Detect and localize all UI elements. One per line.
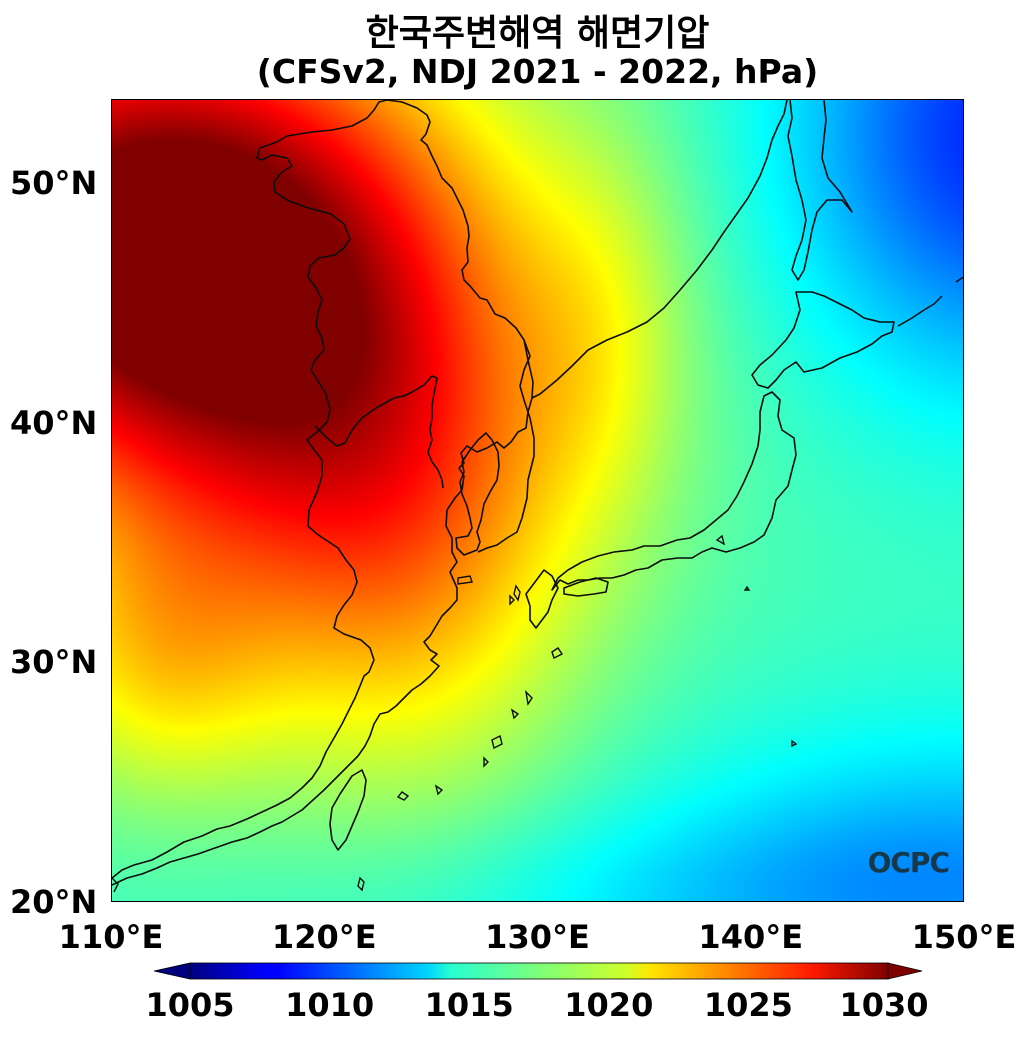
sakhalin-coastline <box>787 100 853 281</box>
lat-tick-label: 30°N <box>10 643 98 682</box>
pressure-field <box>112 100 963 901</box>
colorbar-high-extension <box>887 962 923 980</box>
colorbar <box>154 962 923 980</box>
coastlines <box>112 100 963 893</box>
taiwan-coastline <box>329 769 367 851</box>
kyushu-coastline <box>525 569 559 629</box>
liaodong-peninsula <box>314 375 444 489</box>
russia-coastline <box>531 100 788 399</box>
lon-tick-label: 140°E <box>698 918 804 956</box>
korea-coastline <box>455 432 500 556</box>
ocpc-logo: OCPC <box>867 846 950 879</box>
colorbar-low-extension <box>154 962 191 980</box>
kuril-islands <box>897 295 943 327</box>
mainland-coastline <box>112 100 534 886</box>
lon-tick-label: 120°E <box>271 918 377 956</box>
colorbar-tick-label: 1010 <box>285 986 375 1024</box>
colorbar-tick-label: 1005 <box>145 986 235 1024</box>
colorbar-tick-label: 1030 <box>839 986 929 1024</box>
shikoku-coastline <box>563 577 609 597</box>
lat-tick-label: 40°N <box>10 403 98 442</box>
map-panel: OCPC <box>111 99 964 902</box>
korea-east-coast <box>477 339 535 553</box>
lat-tick-label: 20°N <box>10 883 98 921</box>
lon-tick-label: 110°E <box>58 918 164 956</box>
map-title: 한국주변해역 해면기압 <box>365 13 710 54</box>
colorbar-tick-label: 1025 <box>703 986 793 1024</box>
ryukyu-islands <box>396 689 533 801</box>
colorbar-tick-label: 1020 <box>564 986 654 1024</box>
hokkaido-coastline <box>751 291 895 389</box>
honshu-coastline <box>551 391 797 591</box>
lon-tick-label: 150°E <box>911 918 1017 956</box>
map-subtitle: (CFSv2, NDJ 2021 - 2022, hPa) <box>256 52 819 91</box>
lat-tick-label: 50°N <box>10 163 98 202</box>
colorbar-tick-label: 1015 <box>424 986 514 1024</box>
colorbar-body <box>189 962 889 980</box>
lon-tick-label: 130°E <box>485 918 590 956</box>
